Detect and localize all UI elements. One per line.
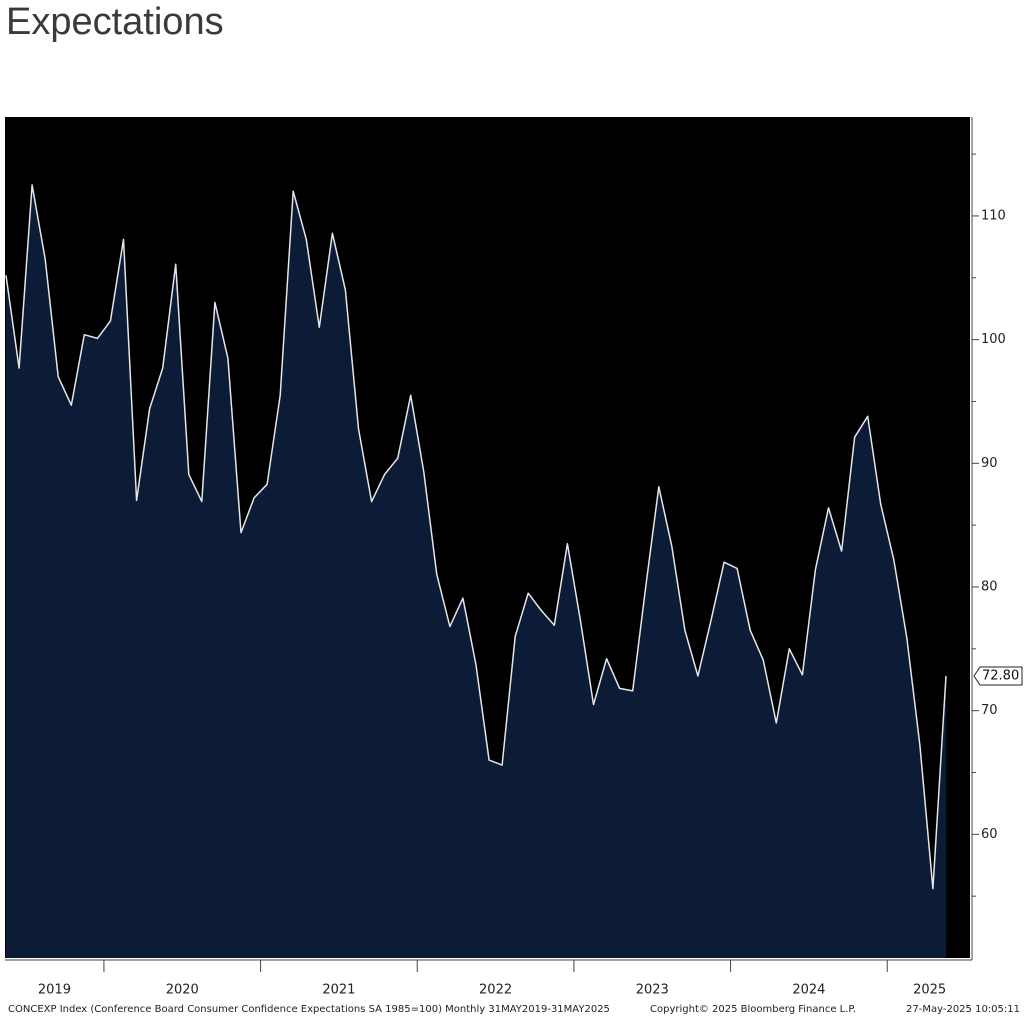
chart-title: Expectations [6, 1, 224, 43]
y-tick-label: 60 [981, 827, 998, 842]
y-tick-label: 80 [981, 579, 998, 594]
y-tick-label: 70 [981, 703, 998, 718]
footer-timestamp: 27-May-2025 10:05:11 [906, 1004, 1020, 1015]
footer-copyright: Copyright© 2025 Bloomberg Finance L.P. [650, 1004, 856, 1015]
x-tick-label: 2023 [636, 983, 669, 998]
x-tick-label: 2020 [166, 983, 199, 998]
x-tick-label: 2024 [792, 983, 825, 998]
footer-source: CONCEXP Index (Conference Board Consumer… [8, 1004, 610, 1015]
line [5, 184, 947, 890]
last-value-label: 72.80 [982, 669, 1019, 684]
area [6, 185, 946, 958]
y-tick-label: 100 [981, 332, 1006, 347]
last-value-box [973, 666, 1023, 686]
x-tick-label: 2025 [913, 983, 946, 998]
x-tick-label: 2022 [479, 983, 512, 998]
x-tick-label: 2021 [322, 983, 355, 998]
y-tick-label: 110 [981, 208, 1006, 223]
x-tick-label: 2019 [38, 983, 71, 998]
y-tick-label: 90 [981, 456, 998, 471]
